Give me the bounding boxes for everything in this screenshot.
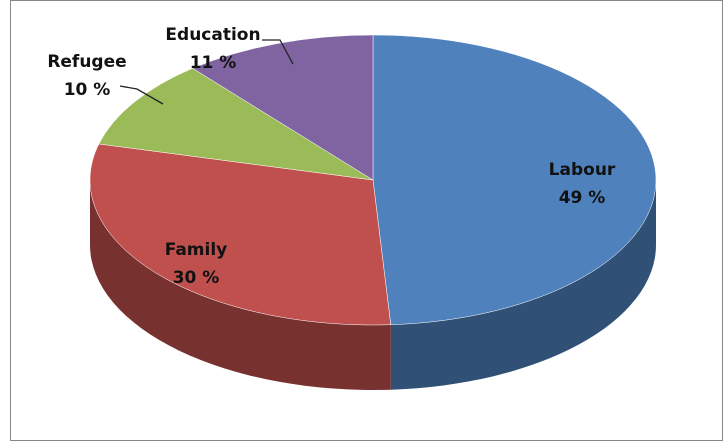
value-label: 11 % [190, 53, 237, 73]
category-label: Refugee [47, 52, 126, 72]
pie-sides [90, 180, 656, 391]
slice [89, 143, 392, 326]
category-label: Education [165, 25, 260, 45]
slice-side [390, 180, 656, 390]
value-label: 30 % [173, 268, 220, 288]
pie-tops [89, 34, 657, 326]
slice-side [90, 180, 391, 391]
slice [192, 34, 374, 181]
value-label: 10 % [64, 80, 111, 100]
slice [372, 34, 657, 325]
category-label: Family [165, 240, 228, 260]
slice [98, 67, 374, 181]
data-labels: Labour 49 % Family 30 % Refugee 10 % Education… [47, 25, 616, 288]
leader-line [262, 39, 294, 65]
value-label: 49 % [559, 188, 606, 208]
leader-line [119, 85, 164, 105]
category-label: Labour [549, 160, 616, 180]
